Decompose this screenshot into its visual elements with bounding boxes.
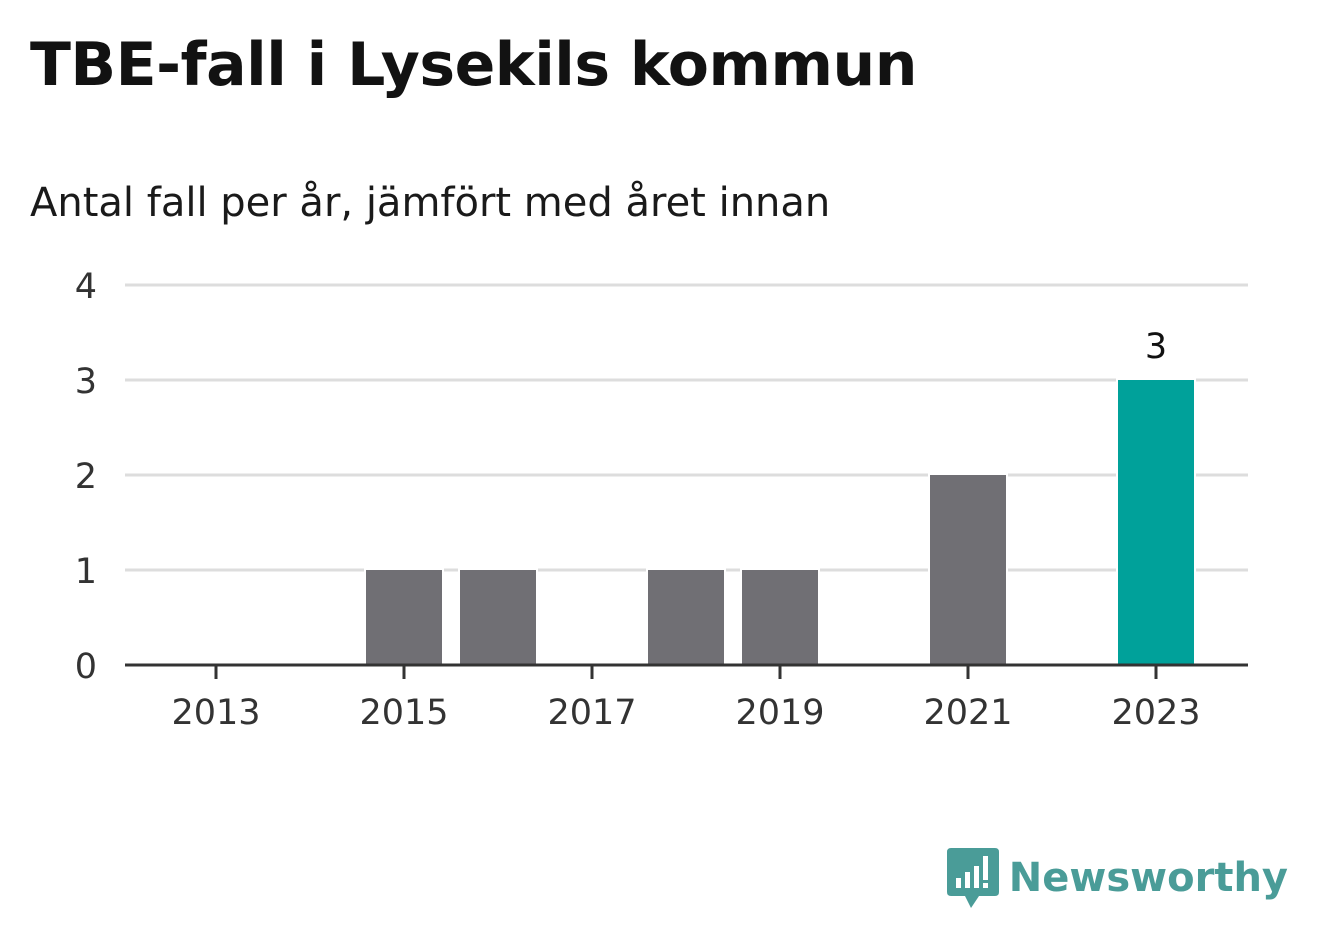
bar-2018 bbox=[646, 568, 726, 667]
bar-2019 bbox=[740, 568, 820, 667]
x-axis-ticks: 2013 2015 2017 2019 2021 2023 bbox=[171, 665, 1201, 733]
y-tick-label-0: 0 bbox=[75, 647, 97, 687]
y-tick-label-4: 4 bbox=[75, 267, 97, 307]
x-tick-label-2019: 2019 bbox=[735, 693, 824, 733]
y-tick-label-2: 2 bbox=[75, 457, 97, 497]
x-tick-label-2013: 2013 bbox=[171, 693, 260, 733]
brand-name: Newsworthy bbox=[1008, 855, 1288, 901]
y-tick-label-1: 1 bbox=[75, 552, 97, 592]
x-tick-label-2017: 2017 bbox=[547, 693, 636, 733]
data-labels: 3 bbox=[1145, 327, 1167, 367]
bar-2021 bbox=[928, 473, 1008, 667]
x-tick-label-2023: 2023 bbox=[1111, 693, 1200, 733]
bar-2016 bbox=[458, 568, 538, 667]
newsworthy-brand: Newsworthy bbox=[946, 848, 1288, 908]
gridlines bbox=[125, 283, 1248, 572]
chart-subtitle: Antal fall per år, jämfört med året inna… bbox=[30, 180, 831, 226]
bars bbox=[364, 378, 1196, 667]
chart-title: TBE-fall i Lysekils kommun bbox=[30, 30, 917, 100]
x-tick-label-2021: 2021 bbox=[923, 693, 1012, 733]
y-axis-ticks: 0 1 2 3 4 bbox=[75, 267, 97, 687]
x-tick-label-2015: 2015 bbox=[359, 693, 448, 733]
bar-2023 bbox=[1116, 378, 1196, 667]
y-tick-label-3: 3 bbox=[75, 362, 97, 402]
data-label-2023: 3 bbox=[1145, 327, 1167, 367]
newsworthy-logo-icon bbox=[946, 848, 999, 908]
bar-2015 bbox=[364, 568, 444, 667]
